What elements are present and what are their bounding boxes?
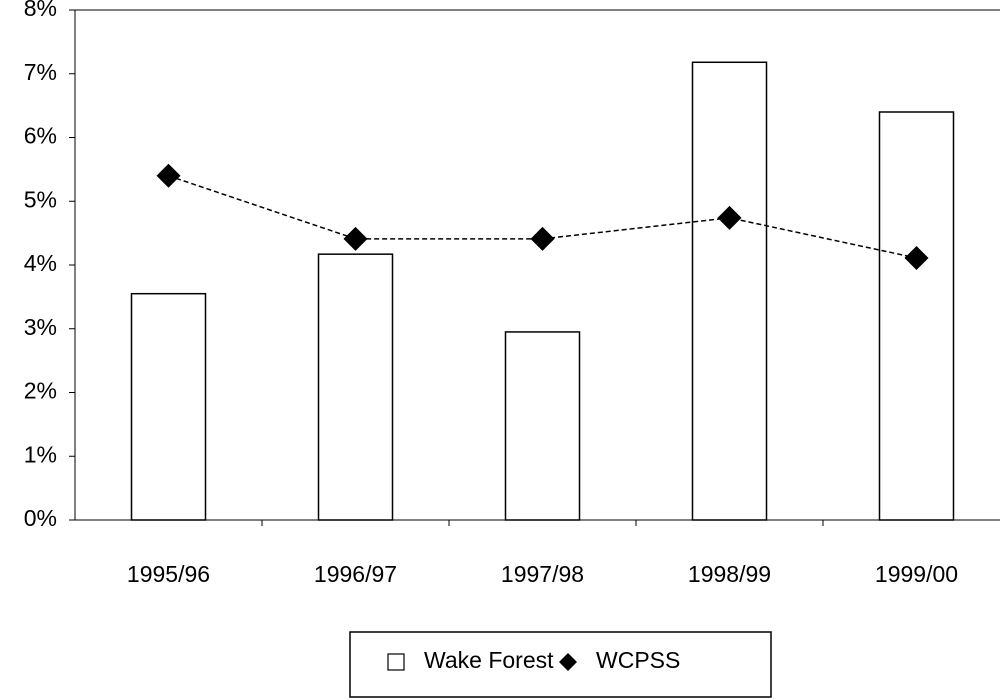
legend-swatch [559,653,577,671]
y-tick-label: 7% [24,59,57,85]
x-tick-label: 1998/99 [688,561,771,587]
y-tick-label: 5% [24,186,57,212]
y-tick-label: 2% [24,378,57,404]
y-tick-label: 4% [24,250,57,276]
x-tick-label: 1997/98 [501,561,584,587]
legend-box [349,631,772,698]
point [717,205,742,230]
x-tick-label: 1995/96 [127,561,210,587]
point [530,226,555,251]
legend-swatch [387,653,405,671]
bar [130,292,207,521]
x-tick-label: 1996/97 [314,561,397,587]
legend-label: WCPSS [596,647,680,673]
legend-label: Wake Forest [424,647,554,673]
y-tick-label: 0% [24,505,57,531]
x-tick-label: 1999/00 [875,561,958,587]
y-tick-label: 6% [24,123,57,149]
point [156,163,181,188]
bar [317,253,394,521]
bar [691,61,768,521]
bar [504,331,581,521]
point [343,226,368,251]
y-tick-label: 1% [24,441,57,467]
point [904,245,929,270]
y-tick-label: 3% [24,314,57,340]
y-tick-label: 8% [24,0,57,21]
bar [878,111,955,521]
